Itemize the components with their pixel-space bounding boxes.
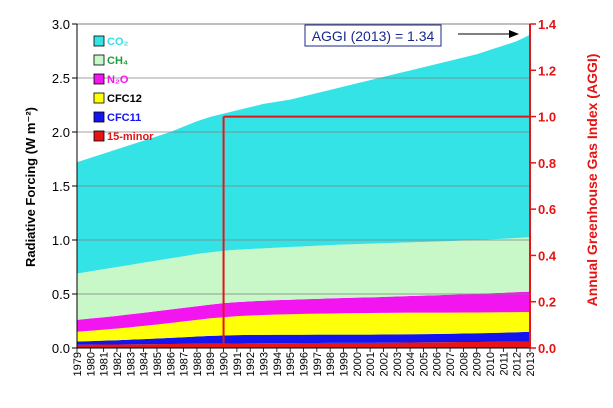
- legend-label: CO₂: [107, 36, 129, 48]
- x-tick-label: 1987: [179, 352, 191, 376]
- x-tick-label: 1981: [99, 352, 111, 376]
- area-15-minor: [77, 341, 530, 348]
- x-tick-label: 1999: [338, 352, 350, 376]
- x-tick-label: 1993: [259, 352, 271, 376]
- legend-swatch: [93, 35, 105, 47]
- legend-label: CFC12: [107, 93, 142, 105]
- area-ch4: [77, 237, 530, 320]
- legend-swatch: [93, 111, 105, 123]
- x-tick-label: 1982: [112, 352, 124, 376]
- stacked-areas: [77, 34, 530, 348]
- area-cfc11: [77, 331, 530, 345]
- x-tick-label: 2010: [485, 352, 497, 376]
- x-tick-label: 1992: [245, 352, 257, 376]
- annotation-text: AGGI (2013) = 1.34: [312, 28, 435, 44]
- area-co2: [77, 34, 530, 274]
- area-cfc12: [77, 312, 530, 342]
- x-tick-label: 1994: [272, 352, 284, 376]
- area-n2o: [77, 291, 530, 332]
- x-tick-label: 2003: [392, 352, 404, 376]
- legend-label: 15-minor: [107, 131, 154, 143]
- x-tick-label: 2007: [445, 352, 457, 376]
- y-tick-label-right: 0.6: [538, 202, 556, 217]
- y-tick-label-left: 0.0: [52, 341, 70, 356]
- y-tick-label-right: 0.4: [538, 248, 557, 263]
- x-tick-label: 1995: [285, 352, 297, 376]
- y-tick-label-left: 1.5: [52, 179, 70, 194]
- y-tick-label-right: 0.8: [538, 156, 556, 171]
- y-tick-label-left: 1.0: [52, 233, 70, 248]
- reference-lines: [222, 115, 530, 348]
- x-tick-label: 1996: [299, 352, 311, 376]
- x-tick-label: 1979: [72, 352, 84, 376]
- y-tick-label-left: 3.0: [52, 17, 70, 32]
- annotation: AGGI (2013) = 1.34: [304, 24, 519, 47]
- y-tick-label-right: 1.4: [538, 17, 557, 32]
- x-tick-label: 2000: [352, 352, 364, 376]
- x-tick-label: 2009: [472, 352, 484, 376]
- y-axis-label-left: Radiative Forcing (W m⁻²): [23, 107, 38, 267]
- legend-swatch: [93, 130, 105, 142]
- legend-swatch: [93, 73, 105, 85]
- legend-swatch: [93, 92, 105, 104]
- y-tick-label-left: 0.5: [52, 287, 70, 302]
- x-tick-label: 1991: [232, 352, 244, 376]
- legend-label: CH₄: [107, 55, 128, 67]
- y-axis-label-right: Annual Greenhouse Gas Index (AGGI): [584, 54, 600, 307]
- x-tick-label: 1989: [205, 352, 217, 376]
- x-tick-label: 1980: [85, 352, 97, 376]
- y-tick-label-right: 1.2: [538, 63, 556, 78]
- tick-labels: 0.0 0.5 1.0 1.5 2.0 2.5 3.0 0.0 0.2 0.4 0.6 0.8 1.0 1…: [52, 17, 557, 376]
- gridlines: [77, 77, 530, 295]
- x-tick-label: 1990: [219, 352, 231, 376]
- y-tick-label-right: 0.2: [538, 295, 556, 310]
- x-tick-label: 2008: [458, 352, 470, 376]
- legend-label: CFC11: [107, 112, 141, 124]
- legend-swatch: [93, 54, 105, 66]
- x-tick-label: 1998: [325, 352, 337, 376]
- x-tick-label: 2002: [378, 352, 390, 376]
- x-tick-label: 2005: [418, 352, 430, 376]
- x-tick-label: 1986: [165, 352, 177, 376]
- x-tick-label: 1983: [125, 352, 137, 376]
- x-tick-label: 1984: [139, 352, 151, 376]
- x-tick-label: 2001: [365, 352, 377, 376]
- x-tick-label: 2012: [512, 352, 524, 376]
- x-tick-label: 2004: [405, 352, 417, 376]
- legend-label: N₂O: [107, 74, 129, 86]
- annotation-box: [304, 24, 442, 47]
- y-tick-label-right: 0.0: [538, 341, 556, 356]
- x-tick-label: 1988: [192, 352, 204, 376]
- legend: CO₂ CH₄ N₂O CFC12 CFC11 15-minor: [93, 35, 154, 143]
- y-tick-label-left: 2.5: [52, 71, 70, 86]
- x-tick-label: 1997: [312, 352, 324, 376]
- x-tick-label: 1985: [152, 352, 164, 376]
- x-tick-label: 2011: [498, 352, 510, 376]
- y-tick-label-left: 2.0: [52, 125, 70, 140]
- y-tick-label-right: 1.0: [538, 110, 556, 125]
- x-tick-label: 2006: [432, 352, 444, 376]
- x-tick-label: 2013: [525, 352, 537, 376]
